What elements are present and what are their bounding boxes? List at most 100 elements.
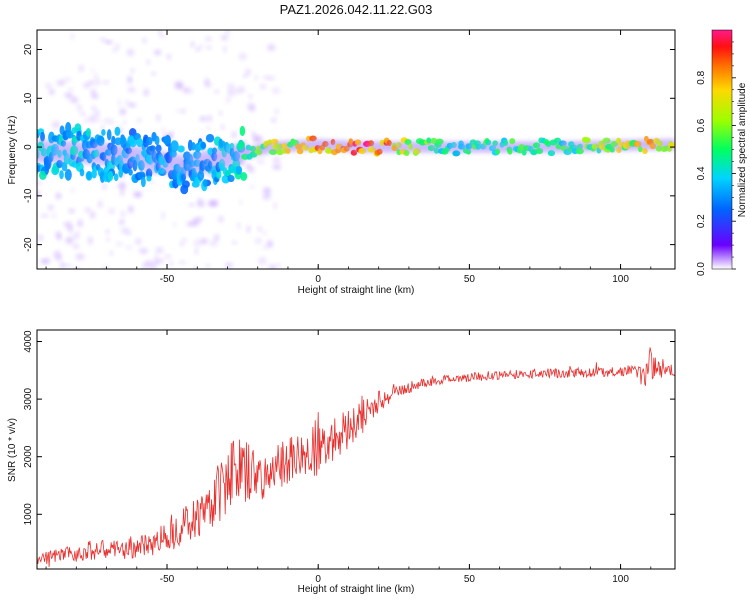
spectrogram-speckle <box>262 245 268 250</box>
spectrogram-speckle <box>84 207 91 213</box>
spectrogram-speckle <box>161 211 165 220</box>
spectrogram-speckle <box>70 188 75 193</box>
spectrogram-speckle <box>128 102 136 108</box>
snr-xlabel: Height of straight line (km) <box>298 584 415 595</box>
spectrogram-speckle <box>153 258 160 266</box>
spectrogram-speckle <box>136 117 142 123</box>
spectrogram-speckle <box>135 238 142 245</box>
y-tick-label: 3000 <box>23 388 34 411</box>
spectrogram-speckle <box>168 260 174 266</box>
spectrogram-speckle <box>232 240 237 245</box>
spectrogram-band-blob <box>170 140 179 152</box>
spectrogram-speckle <box>178 260 186 265</box>
spectrogram-speckle <box>204 77 209 86</box>
spectrogram-speckle <box>235 87 243 94</box>
spectrogram-band-blob <box>107 170 114 182</box>
spectrogram-speckle <box>106 237 110 242</box>
spectrogram-speckle <box>258 257 267 265</box>
spectrogram-speckle <box>197 200 206 208</box>
spectrogram-speckle <box>52 251 62 259</box>
spectrogram-speckle <box>199 116 207 122</box>
spectrogram-speckle <box>45 83 52 88</box>
spectrogram-speckle <box>119 219 125 225</box>
spectrogram-speckle <box>238 53 247 60</box>
spectrogram-speckle <box>214 89 219 94</box>
spectrogram-speckle <box>114 43 121 51</box>
spectrogram-speckle <box>127 75 133 84</box>
spectrogram-speckle <box>103 40 112 44</box>
spectrogram-band-blob <box>39 170 47 180</box>
spectrogram-speckle <box>180 240 184 248</box>
spectrogram-speckle <box>89 211 96 219</box>
spectrogram-speckle <box>48 88 55 95</box>
spectrogram-speckle <box>236 222 241 230</box>
spectrogram-speckle <box>77 219 83 228</box>
spectrogram-band-blob <box>180 173 187 182</box>
spectrogram-speckle <box>200 238 208 244</box>
colorbar-tick-label: 0.8 <box>696 70 707 84</box>
spectrogram-speckle <box>166 54 172 60</box>
spectrogram-speckle <box>254 74 258 81</box>
spectrogram-speckle <box>245 68 251 76</box>
spectrogram-panel: -50 0 50 100 -20 -10 0 10 20 Height of straight … <box>7 29 676 296</box>
spectrogram-speckle <box>103 118 111 124</box>
spectrogram-speckle <box>158 30 162 36</box>
spectrogram-speckle <box>164 254 171 259</box>
spectrogram-speckle <box>248 94 253 99</box>
spectrogram-speckle <box>274 108 279 115</box>
spectrogram-speckle <box>272 156 281 163</box>
spectrogram-speckle <box>105 229 110 234</box>
spectrogram-speckle <box>63 77 72 82</box>
snr-ticks: -50 0 50 100 1000 2000 3000 4000 <box>23 330 675 585</box>
spectrogram-speckle <box>249 184 255 189</box>
spectrogram-speckle <box>205 45 212 50</box>
spectrogram-speckle <box>209 239 218 247</box>
spectrogram-speckle <box>38 235 44 241</box>
spectrogram-speckle <box>262 230 268 235</box>
spectrogram-speckle <box>151 72 156 76</box>
spectrogram-speckle <box>115 242 123 246</box>
spectrogram-speckle <box>194 216 203 222</box>
spectrogram-speckle <box>262 187 271 194</box>
colorbar-scale <box>711 29 733 270</box>
spectrogram-speckle <box>223 45 227 53</box>
spectrogram-band-blob <box>177 145 185 153</box>
spectrogram-speckle <box>88 115 97 123</box>
x-tick-label: -50 <box>160 574 175 585</box>
spectrogram-speckle <box>80 112 86 116</box>
y-tick-label: 2000 <box>23 445 34 468</box>
spectrogram-speckle <box>248 166 255 173</box>
spectrogram-ticks: -50 0 50 100 -20 -10 0 10 20 <box>23 30 675 285</box>
spectrogram-speckle <box>102 265 109 269</box>
spectrogram-speckle <box>144 260 153 269</box>
spectrogram-speckle <box>91 93 99 99</box>
spectrogram-speckle <box>72 244 80 249</box>
spectrogram-speckle <box>91 105 96 112</box>
spectrogram-band-blob <box>111 135 116 146</box>
spectrogram-band-blob <box>202 179 208 188</box>
spectrogram-speckle <box>225 96 231 103</box>
figure-title: PAZ1.2026.042.11.22.G03 <box>280 2 433 17</box>
spectrogram-band-blob <box>239 125 246 137</box>
spectrogram-speckle <box>214 234 220 241</box>
spectrogram-speckle <box>246 225 251 233</box>
spectrogram-speckle <box>120 210 126 218</box>
spectrogram-speckle <box>227 83 235 90</box>
spectrogram-speckle <box>95 109 100 118</box>
spectrogram-speckle <box>71 233 80 241</box>
spectrogram-speckle <box>151 263 156 269</box>
spectrogram-speckle <box>60 261 65 269</box>
spectrogram-band-blob <box>101 129 106 136</box>
spectrogram-speckle <box>194 248 198 255</box>
spectrogram-speckle <box>225 262 233 268</box>
spectrogram-speckle <box>130 68 135 73</box>
spectrogram-speckle <box>267 44 276 51</box>
y-tick-label: -10 <box>23 188 34 203</box>
spectrogram-speckle <box>182 87 190 94</box>
spectrogram-speckle <box>68 227 73 233</box>
spectrogram-speckle <box>262 193 271 200</box>
spectrogram-band-blob <box>146 136 153 146</box>
spectrogram-band-blob <box>146 175 152 182</box>
spectrogram-speckle <box>146 59 151 65</box>
